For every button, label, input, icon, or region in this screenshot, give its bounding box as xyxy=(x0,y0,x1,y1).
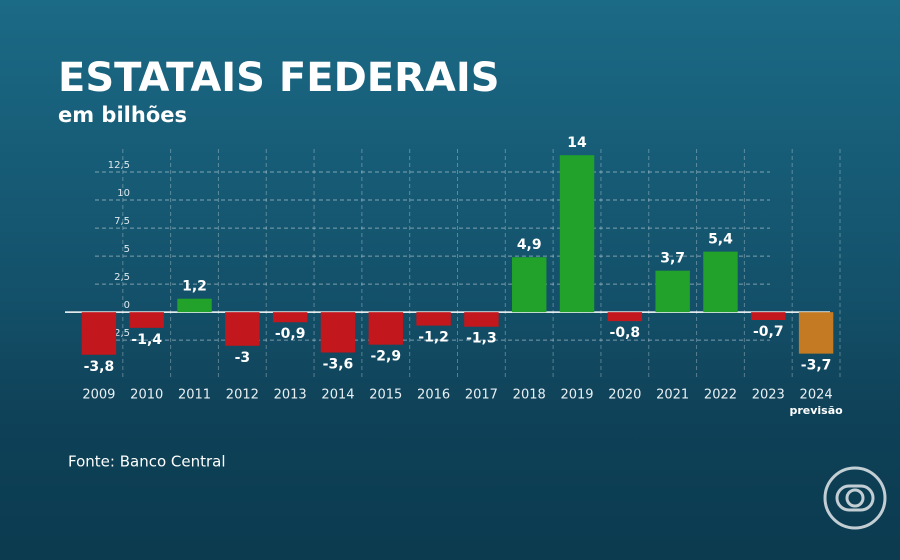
x-tick-label: 2014 xyxy=(321,388,354,403)
value-label: 14 xyxy=(567,135,587,151)
annotation: previsão xyxy=(789,404,843,417)
value-label: 5,4 xyxy=(708,232,733,248)
logo xyxy=(823,466,887,530)
bar xyxy=(177,298,212,313)
value-label: -0,7 xyxy=(753,324,784,340)
value-label: -3 xyxy=(235,350,251,366)
value-label: -3,6 xyxy=(323,357,354,373)
value-label: 4,9 xyxy=(517,237,542,253)
x-tick-label: 2017 xyxy=(465,388,498,403)
bar xyxy=(751,312,786,321)
bar xyxy=(272,312,308,323)
x-tick-label: 2016 xyxy=(417,388,450,403)
x-tick-label: 2013 xyxy=(274,388,307,403)
background-band xyxy=(0,410,900,560)
value-label: -3,7 xyxy=(801,358,832,374)
bar xyxy=(320,312,356,353)
y-tick-label: 7,5 xyxy=(114,216,130,227)
y-tick-label: -2,5 xyxy=(110,328,130,339)
value-label: -2,9 xyxy=(370,349,401,365)
y-tick-label: 10 xyxy=(117,188,130,199)
y-tick-label: 5 xyxy=(124,244,130,255)
y-tick-label: 12,5 xyxy=(108,160,130,171)
bar xyxy=(703,251,738,313)
value-label: -1,4 xyxy=(131,332,162,348)
x-tick-label: 2020 xyxy=(608,388,641,403)
y-tick-label: 0 xyxy=(124,300,130,311)
x-tick-label: 2011 xyxy=(178,388,211,403)
x-tick-label: 2021 xyxy=(656,388,689,403)
bar xyxy=(129,312,164,328)
x-tick-label: 2022 xyxy=(704,388,737,403)
x-tick-label: 2023 xyxy=(752,388,785,403)
bar xyxy=(655,270,690,313)
bar xyxy=(607,312,643,322)
x-tick-label: 2010 xyxy=(130,388,163,403)
bar xyxy=(368,312,403,345)
chart-subtitle: em bilhões xyxy=(58,103,187,127)
value-label: 1,2 xyxy=(182,279,207,295)
value-label: -3,8 xyxy=(84,359,115,375)
bar xyxy=(798,312,834,354)
source: Fonte: Banco Central xyxy=(68,453,226,471)
bar xyxy=(559,155,595,313)
x-tick-label: 2018 xyxy=(513,388,546,403)
chart-title: ESTATAIS FEDERAIS xyxy=(58,55,500,101)
bar xyxy=(464,312,499,327)
bar xyxy=(416,312,451,326)
bar xyxy=(225,312,260,346)
value-label: -1,2 xyxy=(418,330,449,346)
bar xyxy=(81,312,117,355)
x-tick-label: 2015 xyxy=(369,388,402,403)
bar xyxy=(512,257,547,313)
value-label: -1,3 xyxy=(466,331,497,347)
x-tick-label: 2012 xyxy=(226,388,259,403)
value-label: 3,7 xyxy=(660,251,685,267)
value-label: -0,9 xyxy=(275,326,306,342)
y-tick-label: 2,5 xyxy=(114,272,130,283)
value-label: -0,8 xyxy=(610,325,641,341)
x-tick-label: 2009 xyxy=(82,388,115,403)
x-tick-label: 2024 xyxy=(800,388,833,403)
x-tick-label: 2019 xyxy=(560,388,593,403)
